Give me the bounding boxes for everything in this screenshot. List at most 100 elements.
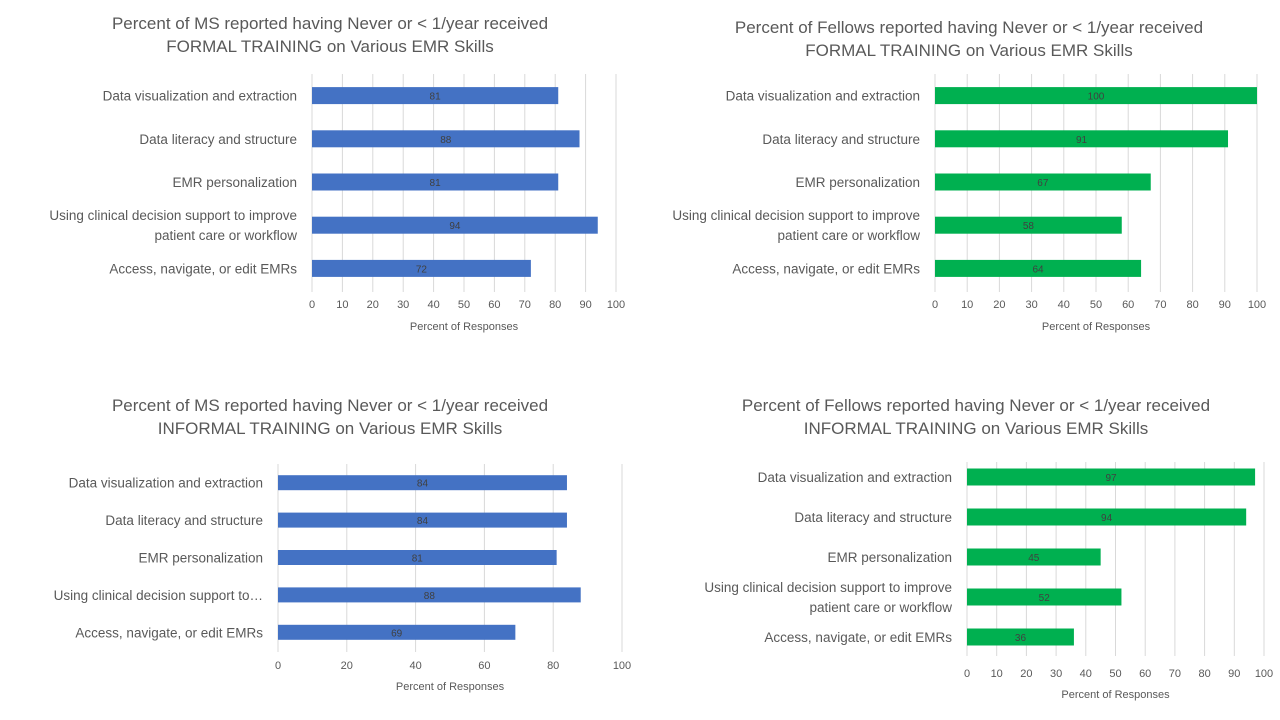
category-label: patient care or workflow (777, 228, 920, 243)
x-tick-label: 90 (1228, 668, 1240, 680)
bar (935, 173, 1151, 191)
bar (967, 468, 1256, 486)
category-label: Data literacy and structure (762, 132, 920, 147)
category-label: patient care or workflow (809, 600, 952, 615)
bar-data-label: 84 (417, 479, 429, 490)
bar (935, 130, 1229, 148)
x-tick-label: 30 (397, 299, 409, 311)
bar (312, 216, 598, 234)
category-label: Access, navigate, or edit EMRs (764, 630, 952, 645)
bar-data-label: 94 (1101, 513, 1113, 524)
x-tick-label: 90 (1219, 299, 1231, 311)
chart-ms-formal: Percent of MS reported having Never or <… (0, 0, 640, 360)
x-tick-label: 50 (458, 299, 470, 311)
bar-data-label: 100 (1088, 92, 1105, 103)
bar-data-label: 88 (424, 591, 436, 602)
bar-data-label: 64 (1032, 264, 1044, 275)
x-tick-label: 0 (932, 299, 938, 311)
x-tick-label: 50 (1090, 299, 1102, 311)
bar (967, 628, 1074, 646)
x-tick-label: 20 (367, 299, 379, 311)
bar (935, 216, 1122, 234)
bar-data-label: 58 (1023, 221, 1035, 232)
x-tick-label: 40 (409, 660, 421, 672)
category-label: patient care or workflow (154, 228, 297, 243)
bar-data-label: 81 (412, 554, 424, 565)
chart-title: Percent of Fellows reported having Never… (658, 16, 1280, 62)
category-label: Using clinical decision support to… (54, 588, 263, 603)
bar-data-label: 69 (391, 628, 403, 639)
category-label: EMR personalization (138, 551, 263, 566)
x-tick-label: 60 (488, 299, 500, 311)
chart-title: Percent of MS reported having Never or <… (0, 394, 660, 440)
chart-fellows-informal: Percent of Fellows reported having Never… (640, 360, 1280, 720)
bar-data-label: 91 (1076, 135, 1088, 146)
chart-title-line-2: FORMAL TRAINING on Various EMR Skills (805, 41, 1133, 60)
bar (312, 173, 559, 191)
x-tick-label: 100 (1248, 299, 1266, 311)
chart-title-line-2: INFORMAL TRAINING on Various EMR Skills (157, 419, 503, 438)
chart-title-line-2: INFORMAL TRAINING on Various EMR Skills (803, 419, 1149, 438)
category-label: Data literacy and structure (139, 132, 297, 147)
bar (312, 87, 559, 105)
chart-title-line-1: Percent of MS reported having Never or <… (111, 14, 549, 33)
bar (935, 87, 1257, 105)
bar-data-label: 72 (416, 264, 428, 275)
bar-data-label: 81 (430, 92, 442, 103)
x-tick-label: 20 (341, 660, 353, 672)
x-axis-title: Percent of Responses (1042, 321, 1151, 333)
bar (278, 475, 567, 491)
chart-title-line-2: FORMAL TRAINING on Various EMR Skills (166, 37, 494, 56)
x-tick-label: 70 (1154, 299, 1166, 311)
category-label: Using clinical decision support to impro… (49, 208, 297, 223)
category-label: EMR personalization (795, 175, 920, 190)
bar-data-label: 88 (440, 135, 452, 146)
x-tick-label: 100 (613, 660, 631, 672)
bar (278, 624, 516, 640)
x-tick-label: 80 (1186, 299, 1198, 311)
chart-fellows-formal: Percent of Fellows reported having Never… (640, 0, 1280, 360)
bar (278, 587, 581, 603)
x-tick-label: 100 (607, 299, 625, 311)
category-label: Data literacy and structure (794, 510, 952, 525)
x-tick-label: 20 (993, 299, 1005, 311)
category-label: Data visualization and extraction (758, 470, 952, 485)
x-tick-label: 0 (964, 668, 970, 680)
chart-title: Percent of MS reported having Never or <… (0, 12, 660, 58)
category-label: Data visualization and extraction (726, 89, 920, 104)
chart-ms-informal: Percent of MS reported having Never or <… (0, 360, 640, 720)
bar-data-label: 84 (417, 516, 429, 527)
chart-title-line-1: Percent of Fellows reported having Never… (741, 396, 1211, 415)
x-tick-label: 50 (1109, 668, 1121, 680)
bar-data-label: 45 (1028, 553, 1040, 564)
chart-plot: 0 10 20 30 40 50 60 70 80 90 100 81 Data visualizati… (49, 74, 625, 333)
x-tick-label: 80 (547, 660, 559, 672)
x-tick-label: 60 (478, 660, 490, 672)
chart-title-line-1: Percent of MS reported having Never or <… (111, 396, 549, 415)
x-tick-label: 60 (1122, 299, 1134, 311)
chart-plot: 0 10 20 30 40 50 60 70 80 90 100 100 Data visualizat… (672, 74, 1266, 333)
bar (278, 512, 567, 528)
bar-data-label: 36 (1015, 633, 1027, 644)
category-label: Access, navigate, or edit EMRs (75, 625, 263, 640)
chart-plot: 0 10 20 30 40 50 60 70 80 90 100 97 Data visualizati… (704, 462, 1273, 701)
category-label: EMR personalization (827, 550, 952, 565)
category-label: Data literacy and structure (105, 513, 263, 528)
category-label: Using clinical decision support to impro… (672, 208, 920, 223)
category-label: Access, navigate, or edit EMRs (732, 261, 920, 276)
bar (312, 259, 531, 277)
x-tick-label: 20 (1020, 668, 1032, 680)
bar (278, 550, 557, 565)
category-label: Using clinical decision support to impro… (704, 580, 952, 595)
bar (312, 130, 580, 148)
category-label: Data visualization and extraction (103, 89, 297, 104)
x-tick-label: 80 (549, 299, 561, 311)
chart-title: Percent of Fellows reported having Never… (666, 394, 1280, 440)
category-label: EMR personalization (172, 175, 297, 190)
x-axis-title: Percent of Responses (410, 321, 519, 333)
x-tick-label: 0 (309, 299, 315, 311)
x-tick-label: 10 (336, 299, 348, 311)
x-tick-label: 30 (1050, 668, 1062, 680)
bar-data-label: 52 (1039, 593, 1051, 604)
category-label: Data visualization and extraction (69, 476, 263, 491)
